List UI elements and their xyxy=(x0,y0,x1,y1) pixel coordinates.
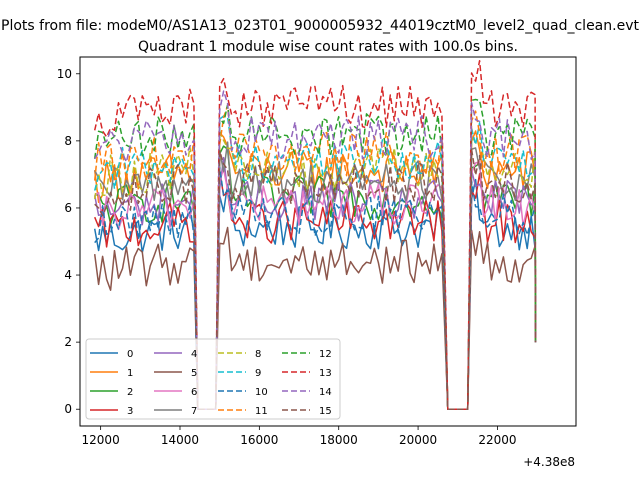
x-tick-label: 16000 xyxy=(240,433,278,447)
x-tick-label: 22000 xyxy=(478,433,516,447)
y-tick-label: 8 xyxy=(64,134,72,148)
legend-label-3: 3 xyxy=(127,406,133,417)
legend-label-9: 9 xyxy=(255,368,261,379)
x-offset-text: +4.38e8 xyxy=(523,455,575,469)
plot-area: 12000 14000 16000 18000 20000 220000246810012… xyxy=(57,56,577,447)
series-line-14 xyxy=(94,90,537,410)
legend-label-1: 1 xyxy=(127,368,133,379)
series-line-15 xyxy=(94,148,537,410)
x-tick-label: 20000 xyxy=(399,433,437,447)
legend-label-10: 10 xyxy=(255,387,268,398)
legend-box xyxy=(85,338,341,420)
legend-label-0: 0 xyxy=(127,349,133,360)
x-tick-label: 18000 xyxy=(320,433,358,447)
y-tick-label: 0 xyxy=(64,402,72,416)
chart-title: Quadrant 1 module wise count rates with … xyxy=(138,39,518,55)
legend-label-5: 5 xyxy=(191,368,197,379)
chart-suptitle: Plots from file: modeM0/AS1A13_023T01_90… xyxy=(1,18,639,34)
plot-frame xyxy=(79,56,577,427)
legend-label-6: 6 xyxy=(191,387,197,398)
legend-label-12: 12 xyxy=(319,349,332,360)
x-tick-label: 14000 xyxy=(161,433,199,447)
series-line-13 xyxy=(93,59,537,410)
legend-label-7: 7 xyxy=(191,406,197,417)
y-tick-label: 6 xyxy=(64,201,72,215)
series-group xyxy=(93,59,537,410)
y-tick-label: 4 xyxy=(64,268,72,282)
y-tick-label: 2 xyxy=(64,335,72,349)
legend-label-13: 13 xyxy=(319,368,332,379)
legend-label-14: 14 xyxy=(319,387,332,398)
x-tick-label: 12000 xyxy=(82,433,120,447)
y-tick-label: 10 xyxy=(57,67,72,81)
legend-label-15: 15 xyxy=(319,406,332,417)
legend-label-11: 11 xyxy=(255,406,268,417)
legend-label-2: 2 xyxy=(127,387,133,398)
legend-label-8: 8 xyxy=(255,349,261,360)
legend-label-4: 4 xyxy=(191,349,197,360)
